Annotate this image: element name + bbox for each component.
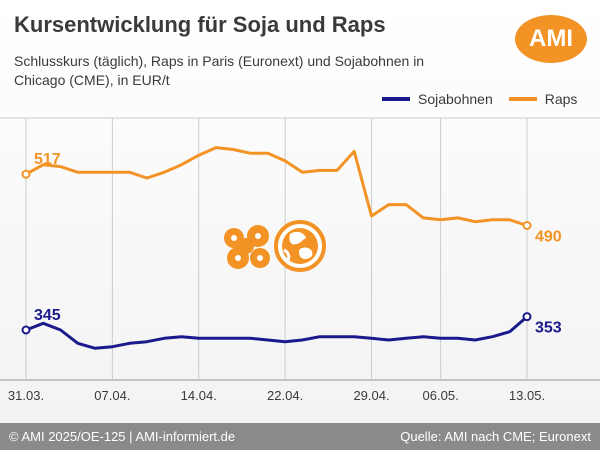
x-tick-label: 22.04. — [267, 388, 303, 403]
start-point-raps — [21, 169, 31, 179]
flower-icon — [224, 225, 270, 269]
x-axis: 31.03. 07.04. 14.04. 22.04. 29.04. 06.05. 13.0… — [8, 388, 545, 403]
start-label-raps: 517 — [34, 151, 61, 168]
footer-copyright: © AMI 2025/OE-125 | AMI-informiert.de — [9, 429, 236, 444]
series-line-raps — [24, 146, 529, 227]
legend-item-raps: Raps — [508, 91, 578, 107]
globe-icon — [274, 220, 326, 272]
end-label-sojabohnen: 353 — [535, 320, 562, 337]
footer-bar: © AMI 2025/OE-125 | AMI-informiert.de Qu… — [0, 423, 600, 450]
chart-title: Kursentwicklung für Soja und Raps — [14, 12, 386, 37]
labels-layer: 517 490 345 353 — [34, 151, 562, 336]
end-label-raps: 490 — [535, 229, 562, 246]
footer-source: Quelle: AMI nach CME; Euronext — [400, 429, 591, 444]
line-chart: 517 490 345 353 31.03. 07.04. 14.04. 22.04. 29.… — [0, 117, 600, 403]
ami-logo: AMI — [515, 15, 587, 63]
legend-swatch-soja — [382, 97, 410, 101]
end-point-sojabohnen — [522, 312, 532, 322]
legend: Sojabohnen Raps — [382, 91, 593, 107]
x-tick-label: 06.05. — [423, 388, 459, 403]
x-tick-label: 29.04. — [353, 388, 389, 403]
x-tick-label: 14.04. — [181, 388, 217, 403]
x-tick-label: 31.03. — [8, 388, 44, 403]
series-layer — [21, 146, 532, 350]
legend-item-soja: Sojabohnen — [382, 91, 493, 107]
start-label-sojabohnen: 345 — [34, 307, 61, 324]
icons-layer — [224, 220, 326, 272]
chart-subtitle: Schlusskurs (täglich), Raps in Paris (Eu… — [14, 53, 425, 88]
series-line-sojabohnen — [24, 315, 529, 350]
legend-label-soja: Sojabohnen — [418, 91, 493, 107]
x-tick-label: 07.04. — [94, 388, 130, 403]
x-tick-label: 13.05. — [509, 388, 545, 403]
end-point-raps — [522, 221, 532, 230]
legend-swatch-raps — [508, 97, 537, 101]
legend-label-raps: Raps — [544, 91, 578, 107]
start-point-sojabohnen — [21, 325, 31, 335]
